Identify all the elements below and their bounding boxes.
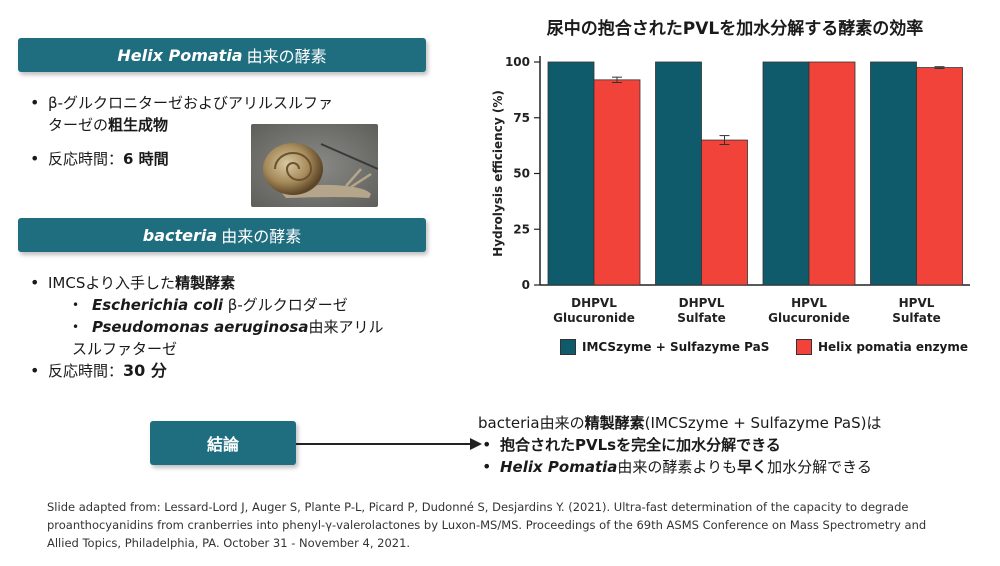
banner-italic: bacteria	[142, 225, 218, 245]
x-tick-label: HPVL	[791, 296, 827, 310]
bar	[870, 61, 917, 286]
bar	[701, 139, 748, 286]
conclusion-text: bacteria由来の精製酵素(IMCSzyme + Sulfazyme PaS…	[478, 412, 882, 478]
citation: Slide adapted from: Lessard-Lord J, Auge…	[47, 500, 927, 550]
x-tick-label: Sulfate	[892, 311, 941, 325]
y-tick-label: 50	[513, 167, 530, 181]
bacteria-enzyme-banner: bacteria 由来の酵素	[18, 218, 426, 252]
legend-swatch	[796, 339, 812, 355]
y-tick-label: 100	[505, 55, 530, 69]
list-item: β-グルクロニターゼおよびアリルスルファ ターゼの粗生成物	[26, 92, 406, 136]
banner-italic: Helix Pomatia	[117, 45, 243, 65]
conclusion-line: bacteria由来の精製酵素(IMCSzyme + Sulfazyme PaS…	[478, 414, 882, 432]
y-tick-label: 75	[513, 111, 530, 125]
banner-text: 由来の酵素	[221, 227, 302, 246]
bar-chart: Hydrolysis efficiency (%) 0 25 50 75 100 DHPVL…	[491, 55, 970, 325]
x-tick-label: DHPVL	[679, 296, 725, 310]
bar	[593, 79, 641, 286]
y-axis-label: Hydrolysis efficiency (%)	[491, 90, 505, 257]
x-tick-label: Glucuronide	[768, 311, 850, 325]
chart-title: 尿中の抱合されたPVLを加水分解する酵素の効率	[546, 19, 924, 39]
y-tick-label: 25	[513, 222, 530, 236]
list-item: 反応時間：6 時間	[26, 148, 406, 170]
banner-text: 由来の酵素	[246, 47, 327, 66]
bar	[916, 67, 963, 286]
bar	[808, 61, 856, 286]
list-item: 反応時間：30 分	[26, 360, 426, 382]
legend-item-helix: Helix pomatia enzyme	[796, 339, 968, 355]
legend-swatch	[560, 339, 576, 355]
bar	[547, 61, 595, 286]
y-tick-label: 0	[522, 278, 530, 292]
bar	[762, 61, 810, 286]
legend-item-imcs: IMCSzyme + Sulfazyme PaS	[560, 339, 769, 355]
list-subitem: Pseudomonas aeruginosa由来アリル スルファターゼ	[26, 316, 426, 360]
conclusion-label: 結論	[150, 421, 296, 465]
bacteria-list: IMCSより入手した精製酵素 Escherichia coli β-グルクロダー…	[26, 272, 426, 382]
snail-photo	[251, 124, 378, 207]
x-tick-label: DHPVL	[571, 296, 617, 310]
x-tick-label: Glucuronide	[553, 311, 635, 325]
conclusion-bullet: 抱合されたPVLsを完全に加水分解できる	[478, 434, 882, 456]
x-tick-label: Sulfate	[677, 311, 726, 325]
conclusion-bullet: Helix Pomatia由来の酵素よりも早く加水分解できる	[478, 456, 882, 478]
x-tick-label: HPVL	[899, 296, 935, 310]
list-item: IMCSより入手した精製酵素	[26, 272, 426, 294]
helix-list: β-グルクロニターゼおよびアリルスルファ ターゼの粗生成物 反応時間：6 時間	[26, 92, 406, 170]
list-subitem: Escherichia coli β-グルクロダーゼ	[26, 294, 426, 316]
arrow-line	[296, 443, 472, 445]
helix-enzyme-banner: Helix Pomatia 由来の酵素	[18, 38, 426, 72]
bar	[655, 61, 702, 286]
